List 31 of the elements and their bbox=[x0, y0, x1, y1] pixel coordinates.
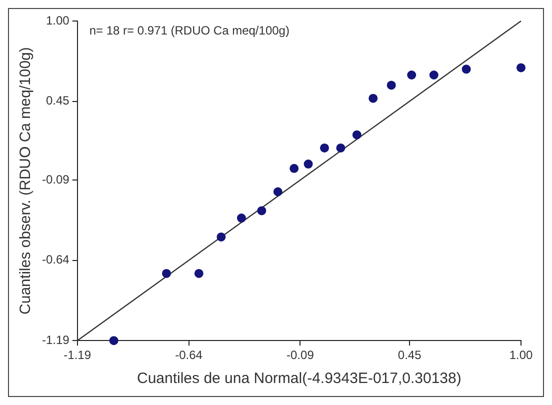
point bbox=[352, 130, 362, 140]
x-axis-title: Cuantiles de una Normal(-4.9343E-017,0.30138) bbox=[136, 370, 462, 388]
point bbox=[216, 232, 226, 242]
point bbox=[257, 206, 266, 216]
x-tick-label: -0.09 bbox=[286, 348, 314, 362]
x-tick-label: -1.19 bbox=[64, 348, 92, 362]
point bbox=[304, 160, 313, 169]
point bbox=[194, 268, 204, 278]
point bbox=[429, 70, 438, 80]
x-tick-label: 1.00 bbox=[509, 348, 533, 362]
y-tick-label: -0.09 bbox=[42, 172, 70, 186]
point bbox=[386, 80, 396, 90]
point bbox=[320, 143, 329, 152]
point bbox=[407, 70, 416, 80]
x-tick-label: 0.45 bbox=[398, 348, 422, 362]
point bbox=[336, 143, 346, 152]
point bbox=[368, 94, 378, 103]
point bbox=[462, 64, 471, 74]
y-axis-title: Cuantiles observ. (RDUO Ca meq/100g) bbox=[17, 47, 34, 314]
y-tick-label: 1.00 bbox=[46, 13, 70, 28]
y-tick-label: -0.64 bbox=[42, 252, 70, 267]
x-tick-label: -0.64 bbox=[175, 348, 203, 362]
y-tick-label: -1.19 bbox=[42, 332, 70, 347]
point bbox=[273, 187, 282, 196]
point bbox=[236, 214, 246, 223]
y-tick-label: 0.45 bbox=[46, 94, 70, 108]
point bbox=[290, 164, 299, 173]
point bbox=[516, 63, 526, 72]
point bbox=[109, 336, 118, 346]
annotation: n= 18 r= 0.971 (RDUO Ca meq/100g) bbox=[89, 23, 290, 38]
point bbox=[162, 268, 171, 278]
